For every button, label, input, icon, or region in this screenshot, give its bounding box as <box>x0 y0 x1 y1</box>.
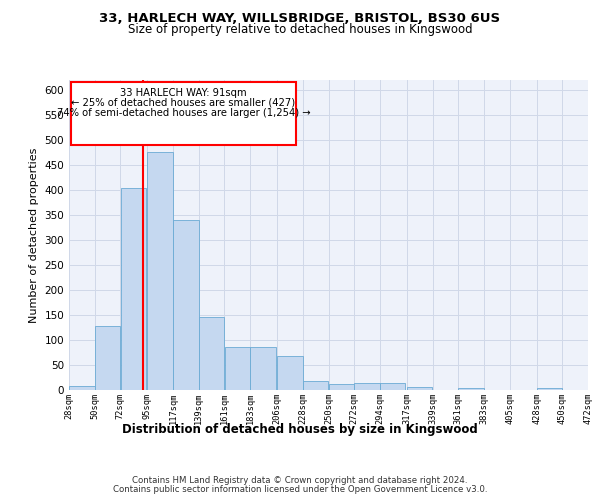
Bar <box>148 152 173 390</box>
Text: 33 HARLECH WAY: 91sqm: 33 HARLECH WAY: 91sqm <box>120 88 247 98</box>
Text: 74% of semi-detached houses are larger (1,254) →: 74% of semi-detached houses are larger (… <box>57 108 310 118</box>
Bar <box>173 220 199 390</box>
Bar <box>69 386 95 390</box>
Y-axis label: Number of detached properties: Number of detached properties <box>29 148 39 322</box>
Bar <box>303 381 328 390</box>
Bar <box>277 356 302 390</box>
Bar <box>458 388 484 390</box>
FancyBboxPatch shape <box>71 82 296 145</box>
Bar <box>95 326 120 390</box>
Bar <box>199 317 224 390</box>
Text: Contains public sector information licensed under the Open Government Licence v3: Contains public sector information licen… <box>113 485 487 494</box>
Bar <box>355 382 380 390</box>
Bar <box>380 382 406 390</box>
Bar <box>537 388 562 390</box>
Bar <box>329 384 354 390</box>
Text: Contains HM Land Registry data © Crown copyright and database right 2024.: Contains HM Land Registry data © Crown c… <box>132 476 468 485</box>
Text: ← 25% of detached houses are smaller (427): ← 25% of detached houses are smaller (42… <box>71 98 296 108</box>
Text: Distribution of detached houses by size in Kingswood: Distribution of detached houses by size … <box>122 422 478 436</box>
Bar <box>121 188 146 390</box>
Bar <box>407 387 433 390</box>
Bar <box>250 347 276 390</box>
Text: 33, HARLECH WAY, WILLSBRIDGE, BRISTOL, BS30 6US: 33, HARLECH WAY, WILLSBRIDGE, BRISTOL, B… <box>100 12 500 26</box>
Bar <box>224 347 250 390</box>
Text: Size of property relative to detached houses in Kingswood: Size of property relative to detached ho… <box>128 22 472 36</box>
